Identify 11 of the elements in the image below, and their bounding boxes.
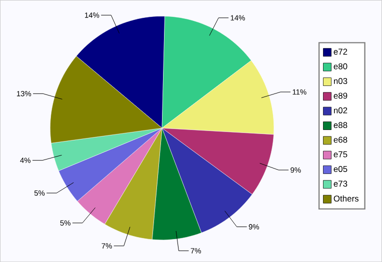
legend-label: e73 (334, 180, 348, 187)
legend-label: e89 (334, 92, 348, 99)
legend-label: e88 (334, 122, 348, 128)
legend-label: e80 (334, 63, 348, 70)
legend-label: n02 (334, 107, 348, 114)
legend-label: n03 (334, 78, 348, 84)
legend-label: e05 (334, 166, 348, 172)
legend-label: e75 (334, 151, 348, 158)
legend-label: e68 (334, 136, 348, 143)
legend-label: Others (334, 195, 358, 202)
legend-label: e72 (334, 48, 348, 55)
